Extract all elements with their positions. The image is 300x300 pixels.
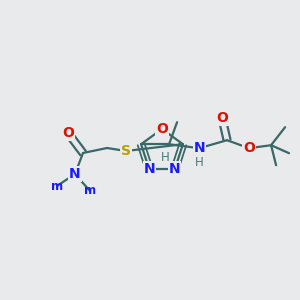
Text: m: m	[51, 179, 63, 193]
Text: N: N	[169, 162, 181, 176]
Text: O: O	[62, 126, 74, 140]
Text: N: N	[69, 167, 81, 181]
Text: O: O	[216, 111, 228, 125]
Text: H: H	[195, 156, 203, 169]
Text: m: m	[84, 184, 96, 197]
Text: S: S	[121, 144, 131, 158]
Text: N: N	[143, 162, 155, 176]
Text: O: O	[156, 122, 168, 136]
Text: N: N	[193, 141, 205, 155]
Text: O: O	[243, 141, 255, 155]
Text: H: H	[161, 151, 170, 164]
